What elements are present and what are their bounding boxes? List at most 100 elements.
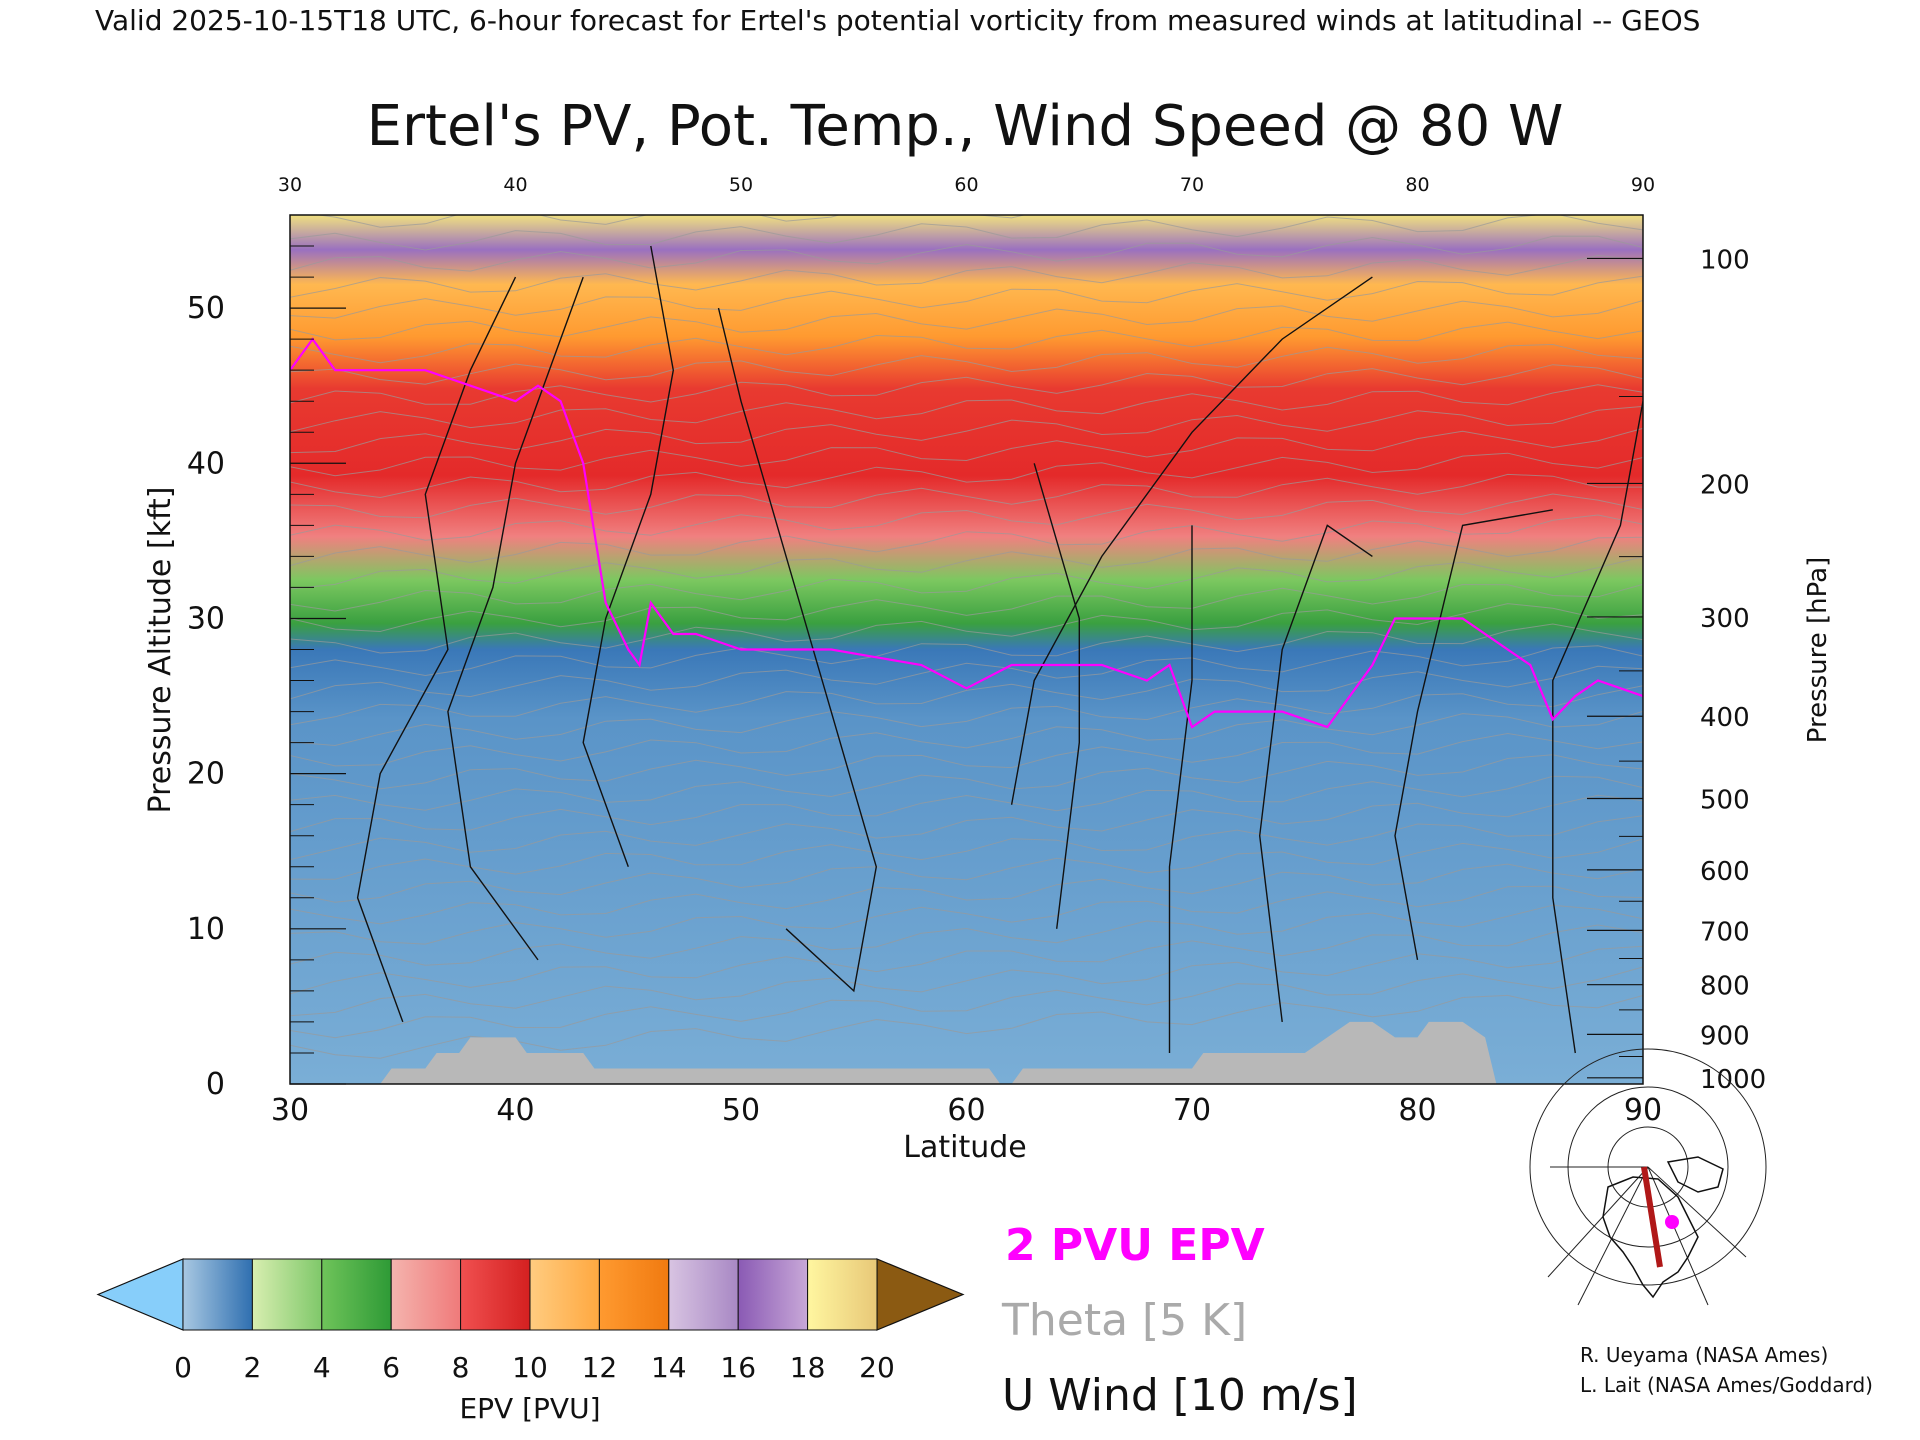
theta-contour: [290, 364, 1643, 405]
top-tick-label: 70: [1180, 174, 1204, 196]
terrain: [290, 1021, 1643, 1084]
theta-contour: [290, 775, 1643, 833]
top-tick-label: 80: [1405, 174, 1429, 196]
colorbar-band: [598, 1258, 670, 1331]
theta-contour: [290, 473, 1643, 519]
y-tick-label: 0: [206, 1067, 225, 1102]
transect-line: [1641, 1166, 1663, 1268]
top-tick-label: 60: [954, 174, 978, 196]
pressure-tick-label: 700: [1700, 917, 1750, 947]
pressure-tick-label: 500: [1700, 785, 1750, 815]
colorbar-under-arrow: [96, 1258, 184, 1331]
wind-contour: [1033, 463, 1080, 929]
colorbar-band: [390, 1258, 462, 1331]
colorbar-tick-label: 2: [243, 1351, 261, 1384]
pressure-tick-label: 100: [1700, 245, 1750, 275]
y-tick-label: 50: [187, 291, 225, 326]
pressure-tick-label: 300: [1700, 604, 1750, 634]
theta-contour: [290, 623, 1643, 677]
pressure-tick-label: 400: [1700, 703, 1750, 733]
theta-contour: [290, 235, 1643, 272]
pressure-tick-label: 1000: [1700, 1065, 1766, 1095]
colorbar-band: [807, 1258, 878, 1331]
colorbar-tick-label: 18: [790, 1351, 826, 1384]
y-tick-label: 20: [187, 757, 225, 792]
valid-line: Valid 2025-10-15T18 UTC, 6-hour forecast…: [95, 4, 1700, 37]
theta-contour: [290, 815, 1643, 880]
x-tick-label: 30: [271, 1093, 309, 1128]
colorbar-tick-label: 0: [174, 1351, 192, 1384]
theta-contour: [290, 945, 1643, 1017]
theta-contour: [290, 536, 1643, 590]
pressure-tick-label: 800: [1700, 972, 1750, 1002]
legend-pv: 2 PVU EPV: [1005, 1220, 1265, 1271]
top-tick-label: 40: [503, 174, 527, 196]
colorbar-band: [668, 1258, 739, 1331]
theta-contour: [290, 966, 1643, 1039]
colorbar-tick-label: 4: [313, 1351, 331, 1384]
colorbar-over-arrow: [876, 1258, 965, 1331]
colorbar-band: [460, 1258, 531, 1331]
top-tick-label: 30: [278, 174, 302, 196]
theta-contour: [290, 452, 1643, 499]
theta-contour: [290, 863, 1643, 925]
theta-contour: [290, 904, 1643, 966]
theta-contour: [290, 685, 1643, 747]
wind-contour: [1010, 276, 1373, 805]
theta-contour: [290, 732, 1643, 790]
y-tick-label: 40: [187, 446, 225, 481]
top-tick-label: 90: [1631, 174, 1655, 196]
location-map: [1529, 1048, 1767, 1306]
y-tick-label: 10: [187, 912, 225, 947]
colorbar: 0 2 4 6 8 10 12 14 16 18 20: [96, 1258, 965, 1384]
colorbar-band: [737, 1258, 809, 1331]
theta-contour: [290, 343, 1643, 385]
theta-contour: [290, 794, 1643, 861]
pressure-tick-label: 200: [1700, 470, 1750, 500]
y-axis-label: Pressure Altitude [kft]: [143, 487, 178, 814]
wind-contour: [1168, 525, 1193, 1053]
tropopause-2pvu-line: [290, 337, 1643, 729]
wind-contour: [447, 276, 584, 961]
y-tick-label: 30: [187, 601, 225, 636]
wind-contour: [1258, 524, 1373, 1022]
pressure-tick-label: 900: [1700, 1021, 1750, 1051]
y2-axis-label: Pressure [hPa]: [1803, 557, 1833, 744]
theta-contour: [290, 405, 1643, 454]
colorbar-tick-label: 6: [382, 1351, 400, 1384]
theta-contour: [290, 321, 1643, 364]
x-tick-label: 90: [1624, 1093, 1662, 1128]
legend-wind: U Wind [10 m/s]: [1002, 1370, 1358, 1421]
wind-contour: [1394, 509, 1553, 961]
theta-contour: [290, 710, 1643, 767]
theta-contour: [290, 583, 1643, 633]
wind-contour: [356, 276, 517, 1023]
wind-contour: [582, 245, 675, 868]
x-tick-label: 60: [947, 1093, 985, 1128]
colorbar-tick-label: 20: [859, 1351, 895, 1384]
colorbar-tick-label: 16: [720, 1351, 756, 1384]
colorbar-tick-label: 8: [452, 1351, 470, 1384]
plot-area: [289, 214, 1644, 1085]
marker-dot: [1665, 1215, 1679, 1229]
colorbar-band: [321, 1258, 392, 1331]
theta-contour: [290, 838, 1643, 903]
colorbar-tick-label: 12: [582, 1351, 618, 1384]
theta-contour: [290, 665, 1643, 726]
theta-contour: [290, 924, 1643, 995]
x-axis-label: Latitude: [903, 1130, 1026, 1165]
colorbar-label: EPV [PVU]: [459, 1392, 600, 1425]
theta-contour: [290, 254, 1643, 298]
theta-contour: [290, 885, 1643, 945]
colorbar-band: [182, 1258, 253, 1331]
top-tick-label: 50: [729, 174, 753, 196]
chart-title: Ertel's PV, Pot. Temp., Wind Speed @ 80 …: [367, 94, 1564, 159]
theta-contour: [290, 215, 1643, 251]
theta-contour: [290, 300, 1643, 341]
theta-contour: [290, 645, 1643, 700]
theta-contour: [290, 556, 1643, 612]
legend-theta: Theta [5 K]: [1001, 1295, 1247, 1346]
pressure-tick-label: 600: [1700, 857, 1750, 887]
credit-line-1: R. Ueyama (NASA Ames): [1580, 1343, 1828, 1367]
